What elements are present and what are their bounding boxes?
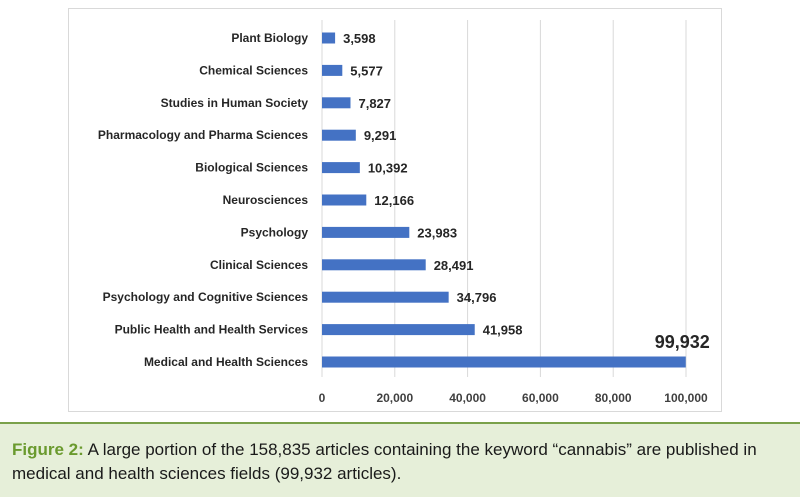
x-tick-label: 40,000 <box>449 391 486 405</box>
value-label: 41,958 <box>483 323 523 338</box>
x-tick-label: 60,000 <box>522 391 559 405</box>
bar <box>322 194 367 206</box>
caption-text: A large portion of the 158,835 articles … <box>12 440 757 483</box>
value-label: 9,291 <box>364 128 397 143</box>
bar <box>322 64 343 76</box>
value-label: 7,827 <box>358 96 391 111</box>
value-label: 12,166 <box>374 193 414 208</box>
category-label: Biological Sciences <box>195 161 308 175</box>
figure-caption: Figure 2: A large portion of the 158,835… <box>12 438 794 486</box>
category-label: Public Health and Health Services <box>115 323 309 337</box>
bar <box>322 291 449 303</box>
category-label: Chemical Sciences <box>199 63 308 77</box>
bar <box>322 32 336 44</box>
value-label: 3,598 <box>343 31 376 46</box>
bar <box>322 356 686 368</box>
category-label: Medical and Health Sciences <box>144 355 308 369</box>
bar <box>322 226 410 238</box>
value-label: 10,392 <box>368 161 408 176</box>
caption-band: Figure 2: A large portion of the 158,835… <box>0 422 800 497</box>
category-label: Pharmacology and Pharma Sciences <box>98 128 308 142</box>
x-tick-label: 0 <box>319 391 326 405</box>
category-label: Plant Biology <box>231 31 308 45</box>
x-tick-label: 80,000 <box>595 391 632 405</box>
category-label: Clinical Sciences <box>210 258 308 272</box>
caption-label: Figure 2: <box>12 440 84 459</box>
value-label: 28,491 <box>434 258 474 273</box>
x-tick-label: 100,000 <box>664 391 708 405</box>
value-label: 5,577 <box>350 63 383 78</box>
category-label: Psychology <box>241 225 309 239</box>
value-label: 99,932 <box>655 332 710 352</box>
bar <box>322 324 475 336</box>
bar <box>322 259 426 271</box>
bar-chart: 0 20,000 40,000 60,000 80,000 100,000 Plant Bi… <box>98 20 710 405</box>
category-label: Studies in Human Society <box>161 96 309 110</box>
category-label: Psychology and Cognitive Sciences <box>103 290 309 304</box>
bar <box>322 97 351 109</box>
x-tick-label: 20,000 <box>376 391 413 405</box>
category-label: Neurosciences <box>223 193 309 207</box>
bar <box>322 129 356 141</box>
value-label: 34,796 <box>457 290 497 305</box>
value-label: 23,983 <box>417 225 457 240</box>
bar <box>322 162 360 174</box>
